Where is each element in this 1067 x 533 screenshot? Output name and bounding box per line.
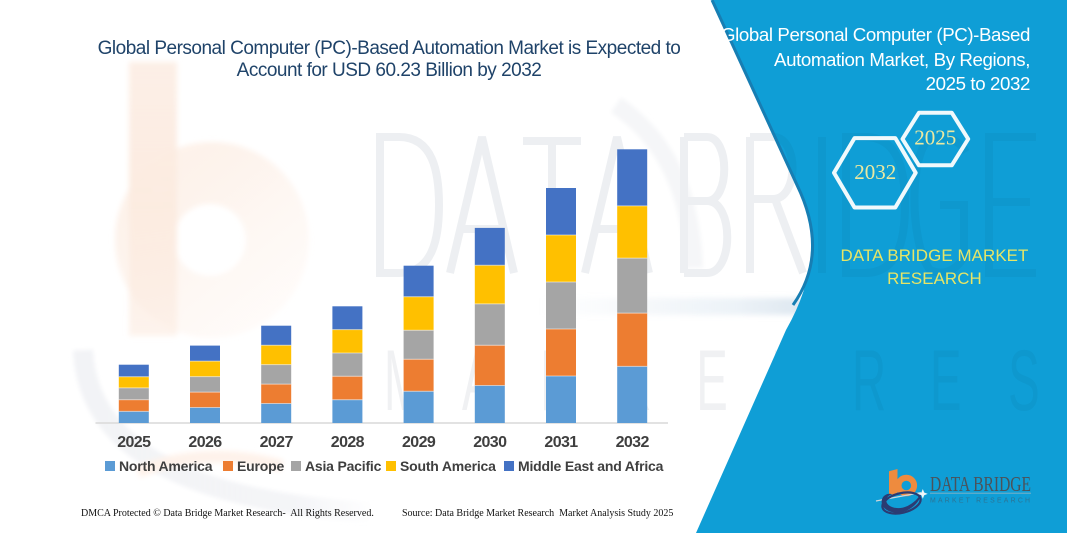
svg-text:2032: 2032: [854, 160, 896, 184]
svg-text:E: E: [930, 332, 962, 429]
svg-text:DATA BRIDGE: DATA BRIDGE: [930, 472, 1031, 496]
svg-text:S: S: [1008, 332, 1040, 429]
svg-text:MARKET RESEARCH: MARKET RESEARCH: [930, 498, 1030, 505]
svg-text:R: R: [852, 332, 886, 429]
svg-text:E: E: [696, 332, 728, 429]
svg-text:2025: 2025: [914, 126, 956, 150]
